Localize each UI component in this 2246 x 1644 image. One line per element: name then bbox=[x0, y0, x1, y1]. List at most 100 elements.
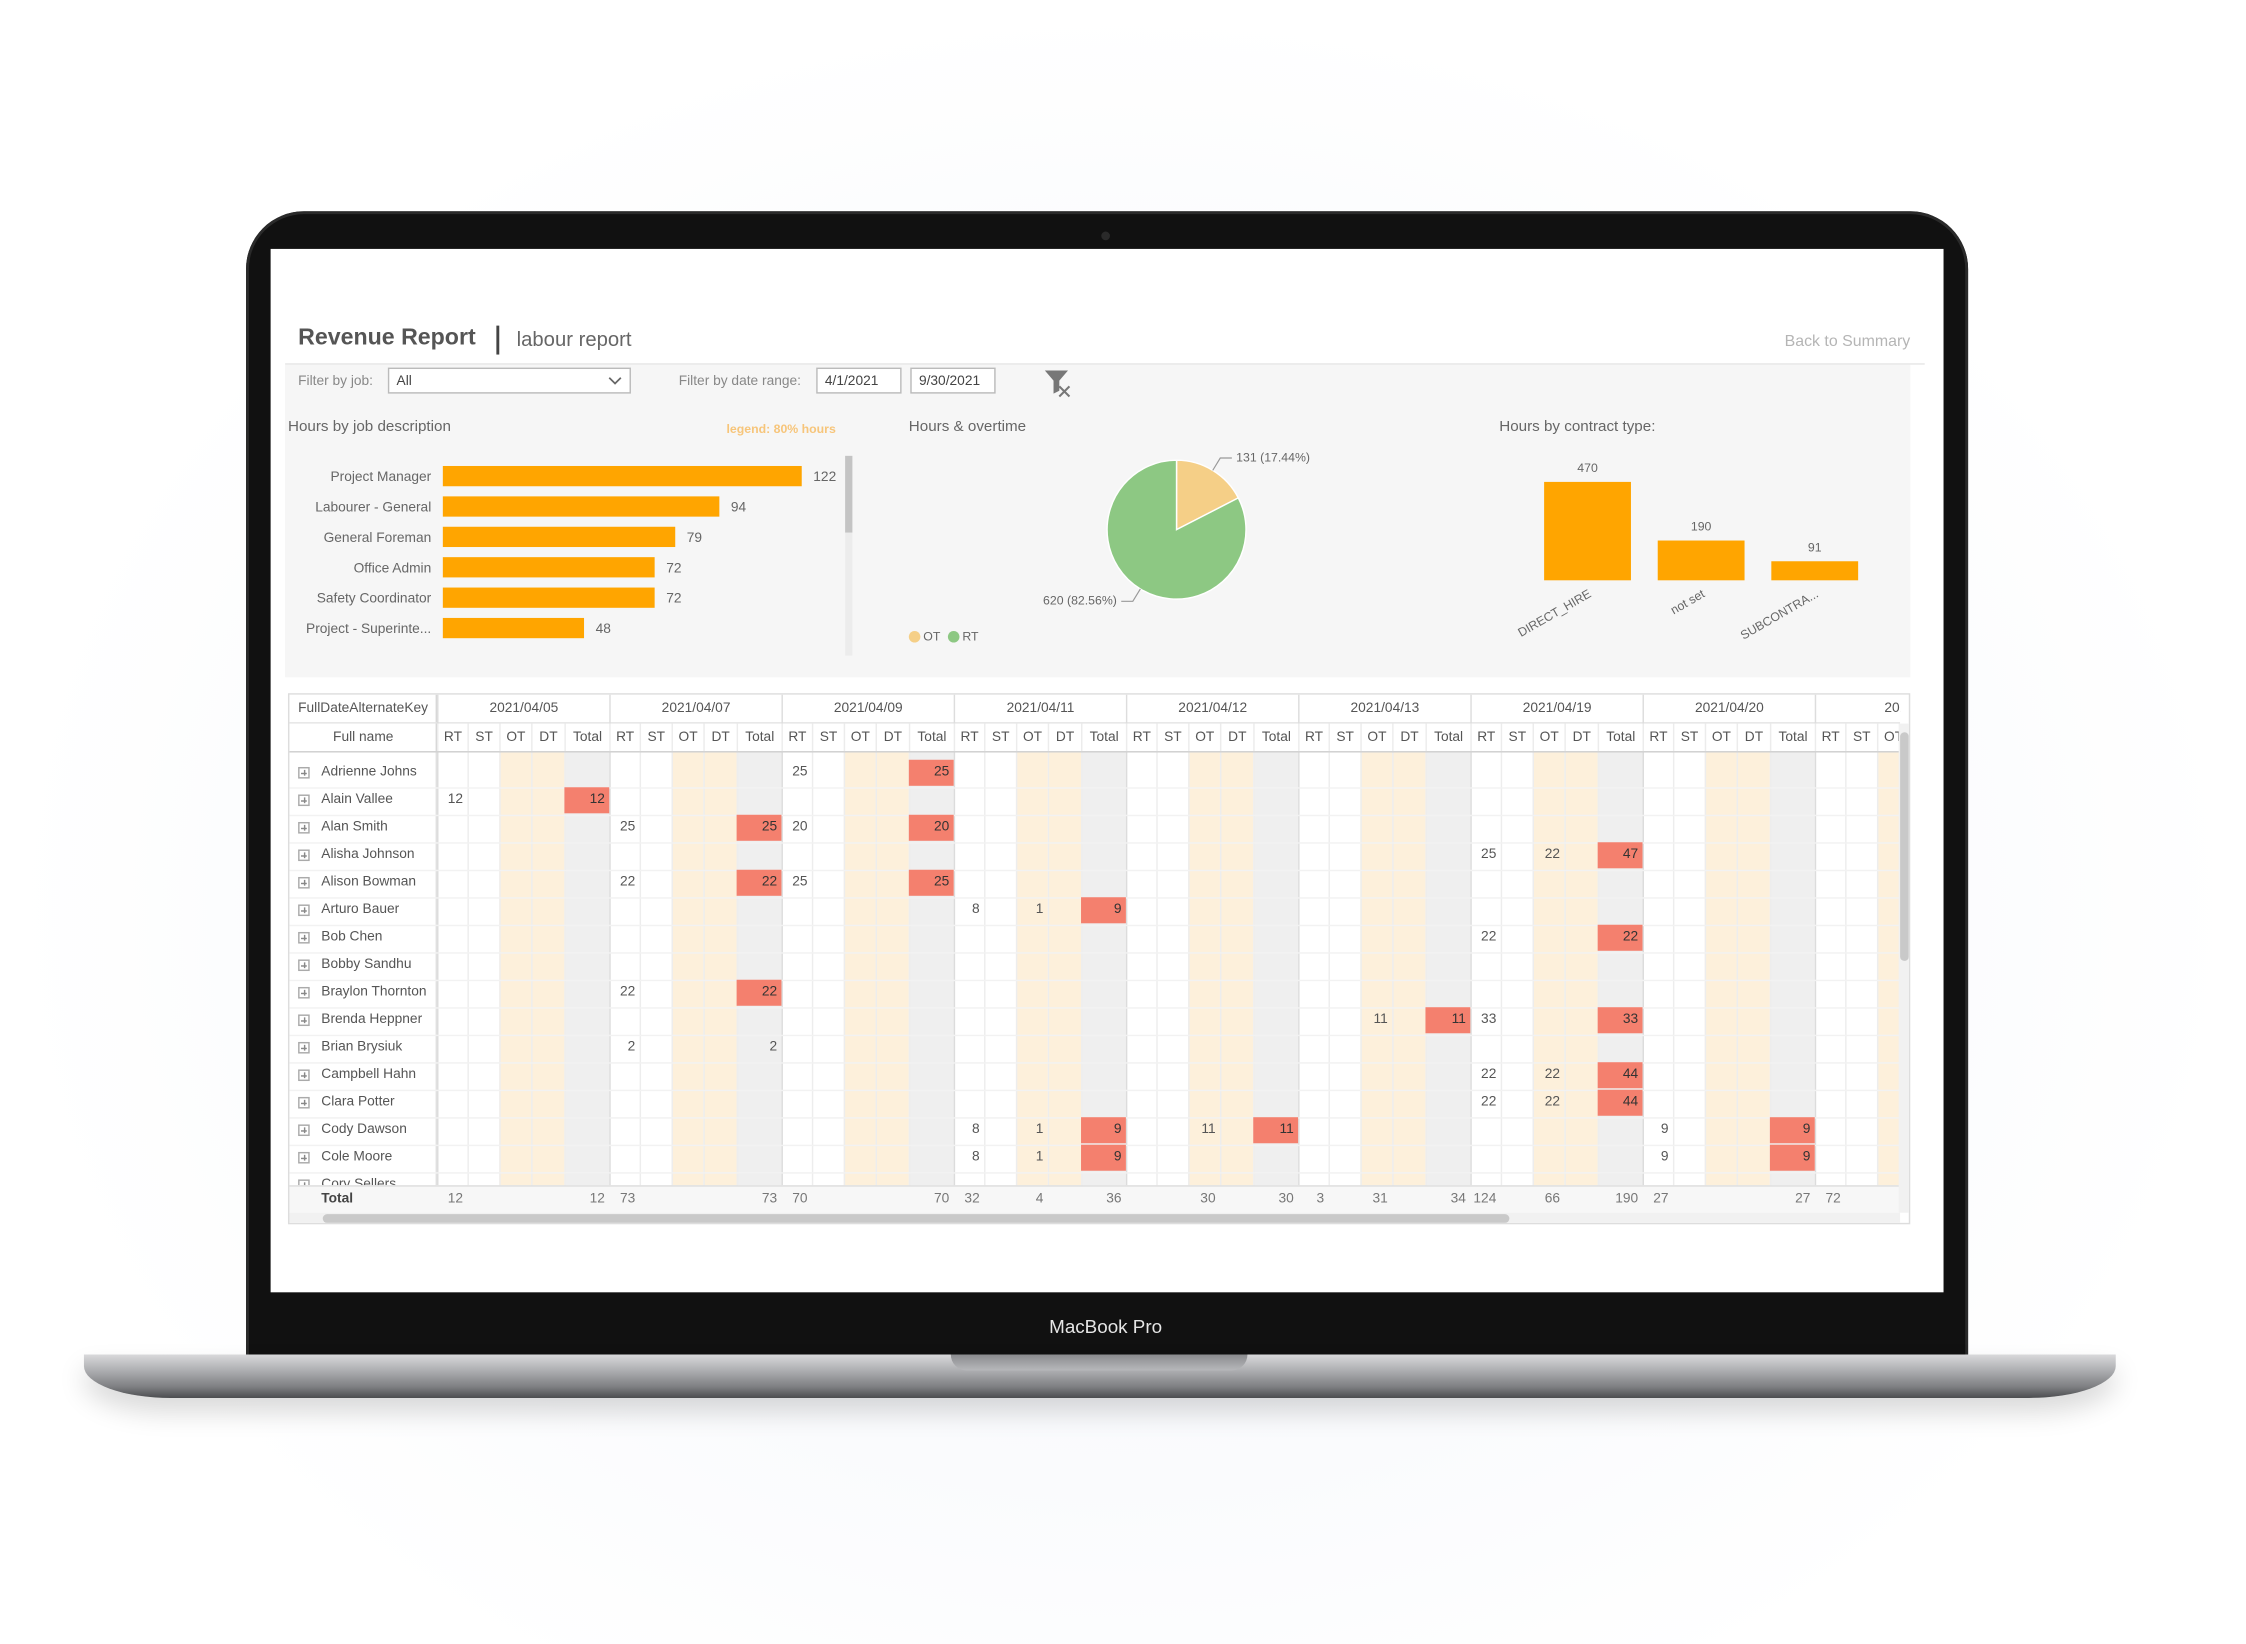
expand-icon[interactable] bbox=[298, 821, 310, 834]
row-line bbox=[289, 979, 1901, 981]
total-cell: 34 bbox=[1450, 1191, 1466, 1207]
measure-header: ST bbox=[1156, 723, 1188, 752]
column-shade bbox=[1672, 752, 1705, 1186]
expand-icon[interactable] bbox=[298, 1096, 310, 1109]
category-label: Project - Superinte... bbox=[306, 621, 431, 636]
cell: 44 bbox=[1597, 1062, 1643, 1089]
date-header[interactable]: 2021/04/07 bbox=[609, 694, 781, 724]
expand-icon[interactable] bbox=[298, 1179, 310, 1186]
cell: 25 bbox=[792, 764, 808, 781]
column-shade bbox=[1425, 752, 1471, 1186]
expand-icon[interactable] bbox=[298, 1041, 310, 1054]
h-scroll-thumb[interactable] bbox=[322, 1214, 1510, 1223]
total-cell: 73 bbox=[619, 1191, 636, 1207]
back-link[interactable]: Back to Summary bbox=[1784, 332, 1911, 351]
row-name: Bob Chen bbox=[321, 929, 383, 945]
measure-header: ST bbox=[1845, 723, 1877, 752]
measure-header: Total bbox=[1081, 723, 1126, 752]
total-cell: 12 bbox=[447, 1191, 464, 1207]
expand-icon[interactable] bbox=[298, 931, 310, 944]
date-from[interactable]: 4/1/2021 bbox=[816, 367, 902, 394]
cell: 22 bbox=[1544, 846, 1561, 863]
column-shade bbox=[1219, 752, 1254, 1186]
corner-top: FullDateAlternateKey bbox=[298, 700, 429, 717]
expand-icon[interactable] bbox=[298, 1014, 310, 1027]
cell: 9 bbox=[1660, 1149, 1669, 1165]
job-dropdown[interactable]: All bbox=[387, 367, 631, 394]
date-header[interactable]: 2021/04/13 bbox=[1298, 694, 1470, 724]
date-header[interactable]: 2021/04/11 bbox=[953, 694, 1126, 724]
column-shade bbox=[1845, 752, 1877, 1186]
expand-icon[interactable] bbox=[298, 1069, 310, 1082]
measure-header: OT bbox=[1360, 723, 1392, 752]
row-line bbox=[289, 1171, 1901, 1173]
corner-bottom: Full name bbox=[333, 729, 394, 746]
total-cell: 190 bbox=[1615, 1191, 1639, 1207]
date-header[interactable]: 2021/04/19 bbox=[1470, 694, 1642, 724]
expand-icon[interactable] bbox=[298, 1151, 310, 1164]
row-line bbox=[289, 1088, 1901, 1091]
v-scroll-thumb[interactable] bbox=[1900, 732, 1909, 961]
measure-header: DT bbox=[1392, 723, 1425, 752]
date-header[interactable]: 2021/04/20 bbox=[1642, 694, 1815, 724]
measure-header: RT bbox=[1814, 723, 1845, 752]
row-line bbox=[289, 1061, 1901, 1063]
expand-icon[interactable] bbox=[298, 849, 310, 862]
measure-header: OT bbox=[1704, 723, 1737, 752]
measure-header: Total bbox=[564, 723, 609, 752]
cell: 20 bbox=[908, 814, 954, 841]
row-name: Alain Vallee bbox=[321, 791, 393, 808]
v-scrollbar[interactable] bbox=[1898, 723, 1909, 1213]
total-cell: 70 bbox=[934, 1191, 950, 1207]
cell: 9 bbox=[1769, 1144, 1815, 1171]
cell: 22 bbox=[1544, 1094, 1561, 1110]
expand-icon[interactable] bbox=[298, 766, 310, 779]
category-label: General Foreman bbox=[324, 530, 432, 545]
pie-slice bbox=[1106, 459, 1247, 600]
measure-header: OT bbox=[1188, 723, 1220, 752]
column-shade bbox=[1047, 752, 1082, 1186]
cell: 25 bbox=[908, 869, 954, 896]
row-line bbox=[289, 924, 1901, 926]
cell: 9 bbox=[1660, 1121, 1669, 1138]
measure-header: RT bbox=[781, 723, 811, 752]
report-subtitle: labour report bbox=[516, 327, 632, 351]
expand-icon[interactable] bbox=[298, 794, 310, 807]
bar bbox=[442, 617, 585, 639]
date-header[interactable]: 2021/ bbox=[1814, 694, 1900, 724]
expand-icon[interactable] bbox=[298, 904, 310, 917]
clear-filter-icon[interactable] bbox=[1043, 369, 1072, 398]
cell: 11 bbox=[1253, 1117, 1299, 1144]
cell: 8 bbox=[972, 1121, 980, 1138]
expand-icon[interactable] bbox=[298, 1124, 310, 1137]
measure-header: DT bbox=[1047, 723, 1081, 752]
measure-header: ST bbox=[467, 723, 499, 752]
value-label: 94 bbox=[731, 500, 747, 515]
h-scrollbar[interactable] bbox=[289, 1212, 1901, 1223]
row-name: Cole Moore bbox=[321, 1149, 393, 1165]
chart-title: Hours by job description bbox=[288, 418, 451, 435]
expand-icon[interactable] bbox=[298, 986, 310, 999]
column-shade bbox=[843, 752, 876, 1186]
value-label: 79 bbox=[687, 530, 702, 545]
date-header[interactable]: 2021/04/05 bbox=[437, 694, 609, 724]
date-header[interactable]: 2021/04/12 bbox=[1125, 694, 1298, 724]
date-to[interactable]: 9/30/2021 bbox=[910, 367, 996, 394]
expand-icon[interactable] bbox=[298, 959, 310, 972]
row-name: Alan Smith bbox=[321, 819, 388, 836]
measure-header: RT bbox=[437, 723, 467, 752]
cell: 11 bbox=[1425, 1007, 1471, 1034]
row-name: Brenda Heppner bbox=[321, 1011, 423, 1028]
expand-icon[interactable] bbox=[298, 876, 310, 889]
total-cell: 4 bbox=[1035, 1191, 1044, 1207]
date-header[interactable]: 2021/04/09 bbox=[781, 694, 953, 724]
cell: 22 bbox=[1544, 1066, 1561, 1083]
column-shade bbox=[1253, 752, 1299, 1186]
value-label: 470 bbox=[1577, 461, 1598, 475]
report-title: Revenue Report bbox=[298, 325, 476, 351]
column-shade bbox=[1081, 752, 1126, 1186]
chart-title: Hours & overtime bbox=[909, 418, 1026, 435]
column-shade bbox=[1188, 752, 1220, 1186]
